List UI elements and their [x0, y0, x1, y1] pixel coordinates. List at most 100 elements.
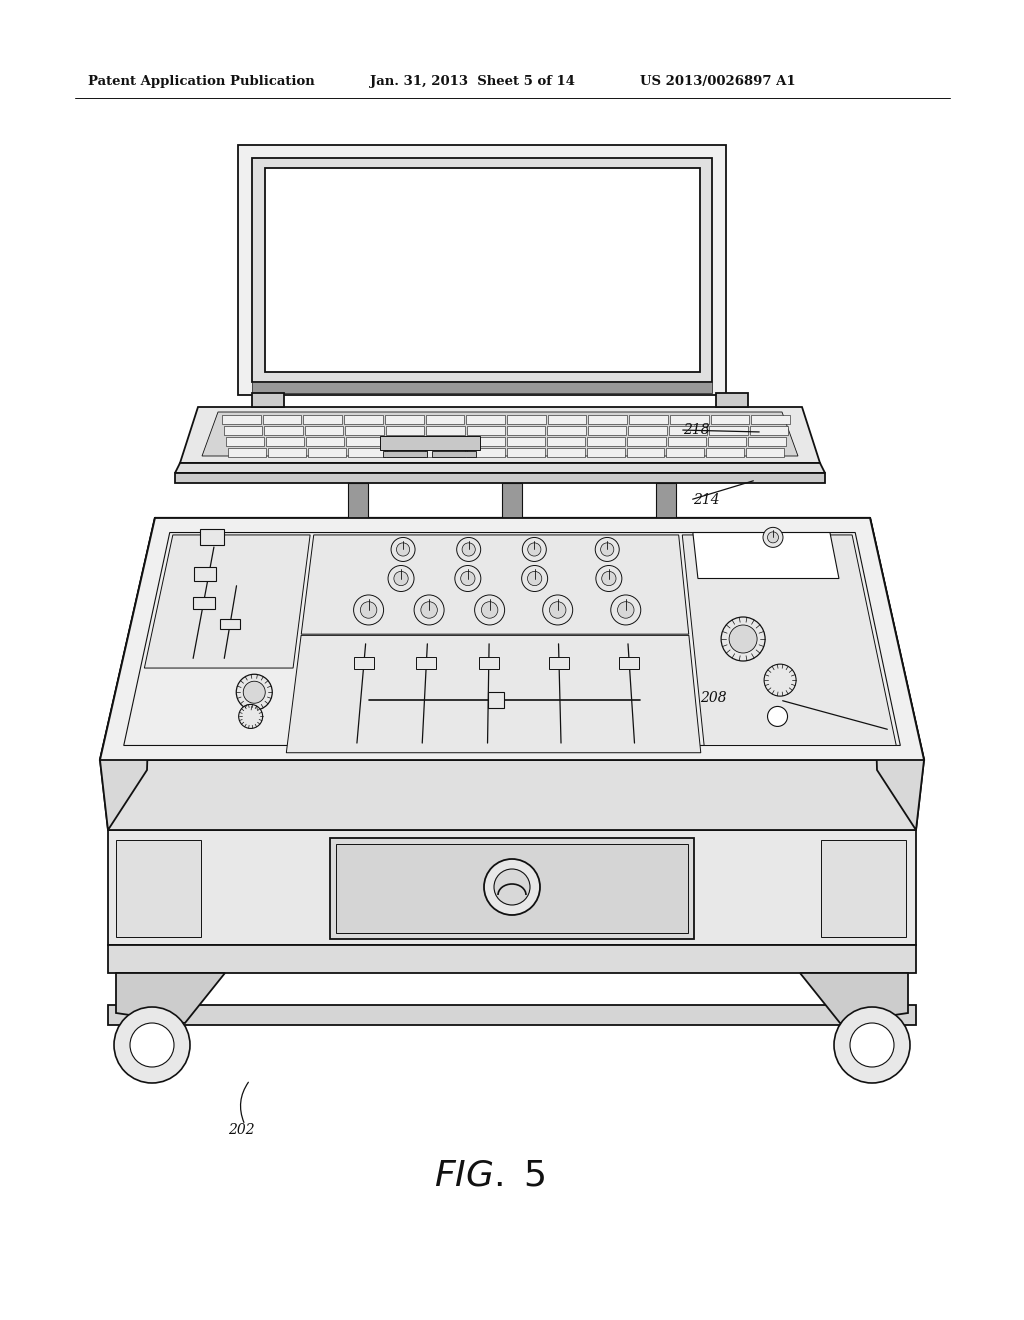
Polygon shape — [628, 437, 666, 446]
Polygon shape — [507, 447, 545, 457]
Text: $\mathit{FIG.}$ $\mathit{5}$: $\mathit{FIG.}$ $\mathit{5}$ — [434, 1158, 546, 1192]
Circle shape — [595, 537, 620, 561]
Polygon shape — [507, 426, 546, 436]
Polygon shape — [748, 437, 786, 446]
Polygon shape — [266, 437, 304, 446]
Circle shape — [353, 595, 384, 624]
Circle shape — [474, 595, 505, 624]
Circle shape — [455, 565, 481, 591]
Bar — [108, 1005, 916, 1026]
Polygon shape — [466, 414, 505, 424]
Polygon shape — [386, 426, 424, 436]
Circle shape — [850, 1023, 894, 1067]
Polygon shape — [387, 437, 425, 446]
Circle shape — [494, 869, 530, 906]
Text: 208: 208 — [700, 690, 727, 705]
Bar — [330, 838, 694, 939]
Circle shape — [522, 537, 547, 561]
Polygon shape — [629, 426, 667, 436]
Polygon shape — [385, 414, 424, 424]
Polygon shape — [693, 532, 839, 578]
Circle shape — [360, 602, 377, 618]
Text: Jan. 31, 2013  Sheet 5 of 14: Jan. 31, 2013 Sheet 5 of 14 — [370, 75, 575, 88]
Polygon shape — [507, 437, 545, 446]
Bar — [336, 843, 688, 933]
Bar — [195, 566, 216, 581]
Polygon shape — [226, 437, 264, 446]
Circle shape — [421, 602, 437, 618]
Polygon shape — [252, 158, 712, 381]
Polygon shape — [589, 414, 627, 424]
Bar — [821, 840, 906, 937]
Polygon shape — [629, 414, 668, 424]
Circle shape — [764, 664, 796, 696]
Polygon shape — [547, 437, 586, 446]
Bar — [108, 830, 916, 945]
Bar — [354, 657, 374, 669]
Bar — [620, 657, 639, 669]
Polygon shape — [387, 447, 425, 457]
Polygon shape — [669, 426, 708, 436]
Circle shape — [114, 1007, 190, 1082]
Circle shape — [601, 543, 613, 556]
Text: 214: 214 — [693, 492, 720, 507]
Polygon shape — [308, 447, 345, 457]
Circle shape — [617, 602, 634, 618]
Polygon shape — [347, 447, 385, 457]
Polygon shape — [263, 414, 301, 424]
Bar — [417, 657, 436, 669]
Circle shape — [391, 537, 415, 561]
Circle shape — [244, 681, 265, 704]
Bar — [380, 436, 480, 450]
Polygon shape — [547, 447, 585, 457]
Polygon shape — [306, 437, 344, 446]
Bar — [716, 393, 748, 407]
Circle shape — [610, 595, 641, 624]
Text: Patent Application Publication: Patent Application Publication — [88, 75, 314, 88]
Circle shape — [130, 1023, 174, 1067]
Polygon shape — [800, 973, 908, 1023]
Polygon shape — [238, 145, 726, 395]
Bar — [432, 451, 476, 457]
Circle shape — [729, 624, 757, 653]
Circle shape — [521, 565, 548, 591]
Polygon shape — [224, 426, 262, 436]
Polygon shape — [426, 426, 465, 436]
Polygon shape — [100, 517, 155, 830]
Polygon shape — [100, 517, 924, 760]
Polygon shape — [467, 447, 505, 457]
Polygon shape — [264, 426, 303, 436]
Bar — [502, 483, 522, 517]
Text: 218: 218 — [683, 422, 710, 437]
Bar — [200, 529, 224, 545]
Circle shape — [394, 572, 409, 586]
Circle shape — [768, 706, 787, 726]
Polygon shape — [287, 635, 700, 752]
Circle shape — [414, 595, 444, 624]
Polygon shape — [427, 447, 465, 457]
Polygon shape — [870, 517, 924, 830]
Polygon shape — [303, 414, 342, 424]
Polygon shape — [301, 535, 689, 634]
Polygon shape — [124, 532, 900, 746]
Text: US 2013/0026897 A1: US 2013/0026897 A1 — [640, 75, 796, 88]
Polygon shape — [100, 760, 924, 830]
Polygon shape — [252, 381, 712, 393]
Polygon shape — [548, 414, 587, 424]
Polygon shape — [467, 426, 505, 436]
Circle shape — [543, 595, 572, 624]
Polygon shape — [627, 447, 665, 457]
Bar — [252, 393, 284, 407]
Polygon shape — [668, 437, 706, 446]
Polygon shape — [228, 447, 266, 457]
Polygon shape — [345, 426, 384, 436]
Polygon shape — [305, 426, 343, 436]
Polygon shape — [426, 414, 464, 424]
Bar — [348, 483, 368, 517]
Polygon shape — [711, 414, 750, 424]
Circle shape — [834, 1007, 910, 1082]
Circle shape — [721, 616, 765, 661]
Circle shape — [550, 602, 566, 618]
Polygon shape — [548, 426, 586, 436]
Circle shape — [461, 572, 475, 586]
